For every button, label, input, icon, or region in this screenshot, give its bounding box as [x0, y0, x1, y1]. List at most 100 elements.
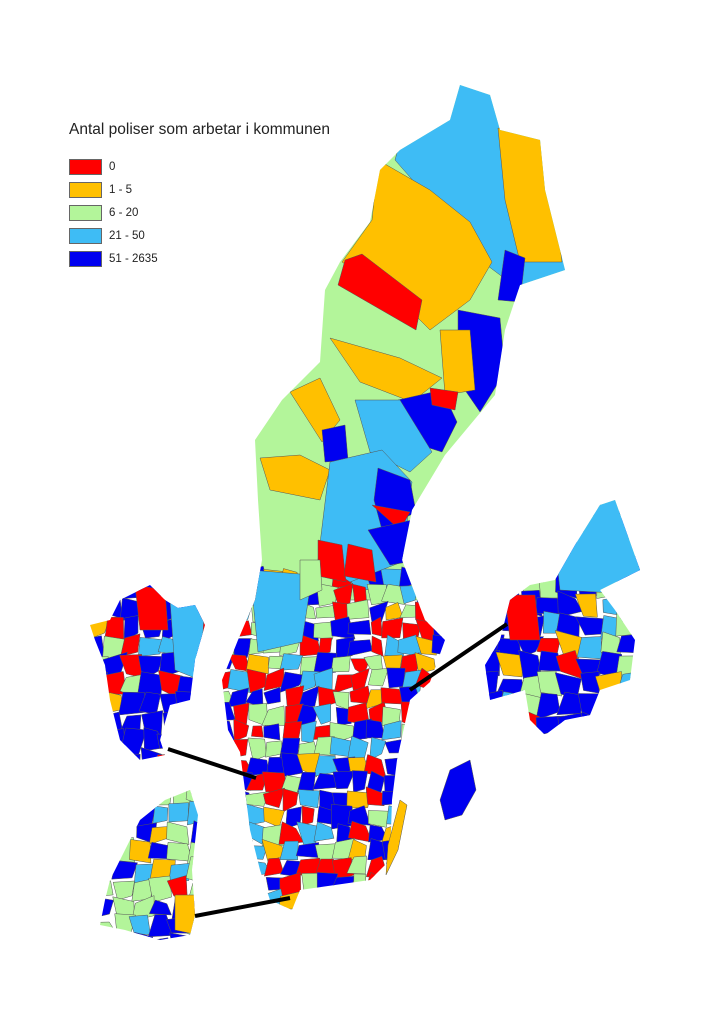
municipality	[518, 514, 544, 540]
municipality	[222, 871, 234, 897]
municipality	[365, 770, 385, 794]
municipality	[399, 736, 417, 759]
municipality	[228, 601, 254, 625]
municipality	[415, 872, 438, 891]
municipality	[90, 730, 106, 754]
municipality	[346, 790, 371, 809]
municipality	[169, 932, 189, 940]
municipality	[575, 658, 603, 675]
municipality	[196, 729, 205, 751]
legend-item: 51 - 2635	[69, 247, 330, 270]
municipality	[438, 912, 457, 928]
municipality	[90, 585, 109, 602]
municipality	[495, 651, 523, 678]
municipality	[347, 639, 373, 657]
municipality	[414, 769, 440, 792]
municipality	[263, 787, 286, 809]
connector-goteborg	[167, 747, 257, 780]
municipality	[518, 500, 542, 517]
municipality	[222, 736, 236, 760]
municipality	[371, 635, 384, 657]
municipality	[341, 159, 493, 331]
legend-swatch	[69, 227, 102, 244]
municipality	[496, 510, 521, 537]
municipality	[574, 729, 605, 735]
municipality	[109, 823, 132, 845]
municipality	[329, 337, 443, 403]
municipality	[231, 856, 248, 878]
municipality	[555, 730, 584, 735]
municipality	[233, 718, 250, 742]
municipality	[415, 808, 438, 825]
municipality	[536, 670, 563, 697]
municipality	[90, 751, 105, 760]
municipality	[90, 672, 109, 692]
municipality	[289, 377, 341, 443]
municipality	[637, 592, 640, 620]
municipality	[636, 551, 640, 579]
municipality	[420, 757, 437, 774]
connector-malmo	[194, 896, 291, 918]
municipality	[639, 512, 640, 531]
municipality	[100, 863, 111, 879]
municipality	[100, 921, 119, 936]
municipality	[297, 685, 320, 710]
municipality	[416, 912, 439, 926]
municipality	[636, 571, 640, 599]
municipality	[381, 894, 405, 910]
municipality	[384, 757, 402, 777]
municipality	[152, 805, 169, 824]
legend-item: 21 - 50	[69, 224, 330, 247]
municipality	[90, 690, 108, 716]
municipality	[620, 589, 640, 619]
municipality	[380, 873, 406, 895]
municipality	[574, 593, 598, 618]
municipality	[90, 635, 105, 662]
municipality	[222, 804, 237, 829]
municipality	[312, 703, 332, 725]
municipality	[185, 856, 198, 885]
municipality	[332, 770, 356, 789]
municipality	[222, 653, 234, 670]
municipality	[618, 691, 640, 714]
municipality	[199, 656, 205, 675]
municipality	[415, 583, 436, 607]
municipality	[247, 737, 267, 762]
municipality	[148, 899, 172, 916]
municipality	[498, 569, 519, 599]
legend-item: 1 - 5	[69, 178, 330, 201]
municipality	[504, 594, 541, 641]
municipality	[485, 732, 499, 735]
municipality	[186, 801, 198, 826]
municipality	[100, 936, 119, 940]
municipality	[100, 790, 113, 807]
municipality	[199, 671, 205, 699]
municipality	[245, 653, 269, 675]
municipality	[168, 802, 190, 823]
municipality	[347, 735, 369, 760]
municipality	[398, 912, 420, 930]
municipality	[418, 838, 439, 864]
municipality	[176, 730, 201, 752]
municipality	[555, 500, 581, 518]
municipality	[429, 387, 459, 411]
municipality	[222, 855, 232, 877]
municipality	[279, 909, 302, 910]
municipality	[418, 721, 439, 745]
municipality	[595, 671, 622, 700]
municipality	[343, 543, 377, 583]
municipality	[178, 707, 199, 731]
municipality	[621, 730, 638, 735]
municipality	[431, 585, 452, 607]
municipality	[169, 599, 205, 681]
municipality	[382, 906, 406, 910]
municipality	[120, 633, 141, 657]
municipality	[259, 454, 331, 501]
legend-item: 6 - 20	[69, 201, 330, 224]
municipality	[301, 805, 315, 826]
municipality	[90, 597, 107, 621]
municipality	[126, 753, 141, 760]
municipality	[163, 585, 182, 603]
gotland	[439, 759, 477, 821]
municipality	[263, 723, 281, 741]
